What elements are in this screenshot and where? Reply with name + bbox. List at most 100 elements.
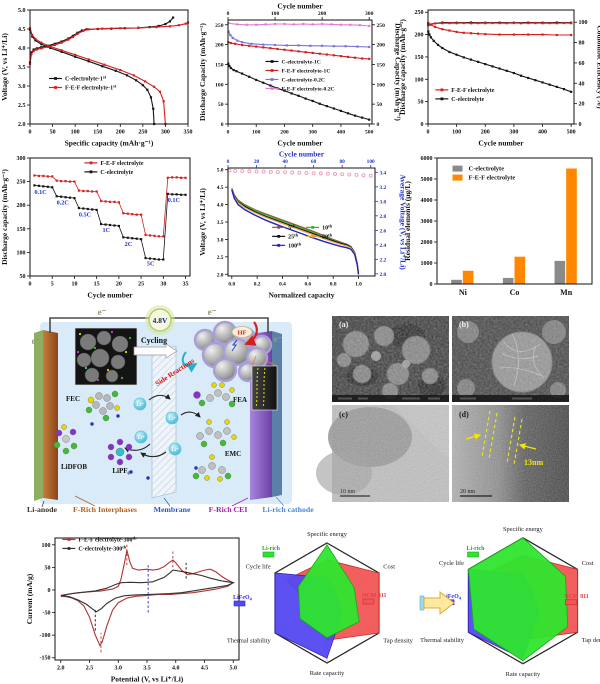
svg-text:Specific energy: Specific energy: [503, 526, 544, 533]
svg-text:3.2: 3.2: [380, 185, 387, 191]
svg-text:200: 200: [481, 130, 490, 136]
svg-text:200: 200: [215, 43, 224, 49]
battery-schematic-diagram: e⁻ e⁻ e⁻ e⁻ 4.8V Cycling HF Side Reactio…: [0, 300, 332, 530]
sem-image-b: (b): [452, 316, 569, 402]
cathode-edge: [272, 331, 282, 497]
svg-text:Li-rich: Li-rich: [467, 546, 486, 552]
svg-text:80: 80: [339, 159, 345, 165]
svg-text:150: 150: [93, 130, 102, 136]
panel-c-label: (c): [339, 410, 348, 419]
svg-text:300: 300: [161, 130, 170, 136]
svg-text:200: 200: [17, 203, 26, 209]
li-salt-dots: [90, 414, 198, 480]
svg-text:Specific energy: Specific energy: [307, 531, 348, 538]
svg-text:300: 300: [17, 156, 26, 162]
li-ion-shuttle: Li⁺ Li⁺ Li⁺ Li⁺: [124, 393, 201, 458]
svg-text:Rate capacity: Rate capacity: [506, 671, 541, 678]
thickness-arrow-icon: [518, 443, 537, 450]
svg-text:4.0: 4.0: [217, 203, 224, 209]
svg-text:5.0: 5.0: [217, 168, 224, 174]
svg-text:Voltage (V, vs Li⁺/Li): Voltage (V, vs Li⁺/Li): [0, 33, 9, 101]
svg-text:-100: -100: [40, 633, 51, 639]
svg-text:Current (mA/g): Current (mA/g): [25, 573, 34, 624]
svg-text:F-E-F electrolyte-0.2C: F-E-F electrolyte-0.2C: [281, 87, 334, 93]
svg-text:Li⁺: Li⁺: [168, 416, 176, 422]
chart-cycling-capacity: 0 100 200 300 400 500 Cycle number 0 100 200 300 Cy…: [198, 2, 403, 148]
svg-text:6000: 6000: [421, 156, 433, 162]
svg-text:0: 0: [377, 122, 380, 128]
electron-label: e⁻: [32, 336, 41, 346]
svg-text:-150: -150: [40, 656, 51, 662]
svg-text:4.5: 4.5: [201, 666, 209, 672]
svg-text:2.0: 2.0: [18, 122, 26, 128]
svg-text:100: 100: [377, 82, 386, 88]
svg-text:300: 300: [509, 130, 518, 136]
svg-text:0: 0: [29, 282, 32, 288]
svg-text:2000: 2000: [421, 240, 433, 246]
svg-text:Coulombic Efficiency (%): Coulombic Efficiency (%): [596, 25, 600, 109]
cei-thickness-label: 13nm: [524, 458, 543, 467]
svg-text:4.8V: 4.8V: [153, 316, 168, 325]
svg-text:C-electrolyte: C-electrolyte: [469, 166, 505, 173]
svg-text:0.1C: 0.1C: [34, 189, 46, 196]
svg-text:Cycle life: Cycle life: [439, 560, 464, 567]
svg-text:0: 0: [430, 282, 433, 288]
svg-text:F-E-F electrolyte-300th: F-E-F electrolyte-300th: [78, 536, 137, 544]
svg-text:20: 20: [579, 102, 585, 108]
svg-text:3.5: 3.5: [18, 65, 26, 71]
svg-text:0: 0: [221, 122, 224, 128]
tem-image-c: 10 nm (c): [316, 405, 449, 502]
svg-text:Li⁺: Li⁺: [171, 447, 179, 453]
svg-text:400: 400: [337, 130, 346, 136]
svg-text:Cycle number: Cycle number: [279, 150, 325, 159]
svg-text:Normalized capacity: Normalized capacity: [268, 291, 334, 300]
svg-text:50: 50: [418, 100, 424, 106]
interphases-label: F-Rich Interphases: [73, 505, 137, 514]
svg-text:150: 150: [415, 55, 424, 61]
svg-text:200: 200: [415, 33, 424, 39]
svg-text:100: 100: [252, 130, 261, 136]
svg-text:3.0: 3.0: [18, 84, 26, 90]
svg-text:30: 30: [160, 282, 166, 288]
electron-label: e⁻: [208, 307, 217, 317]
svg-text:Discharge capacity (mAh·g⁻¹): Discharge capacity (mAh·g⁻¹): [398, 19, 407, 115]
panel-b-label: (b): [459, 320, 469, 329]
svg-text:4.0: 4.0: [18, 46, 26, 52]
svg-text:Rate capacity: Rate capacity: [310, 670, 345, 677]
svg-text:0.8: 0.8: [330, 282, 337, 288]
svg-text:Cost: Cost: [383, 563, 395, 570]
cyan-swirl-arrow-icon: [181, 351, 198, 373]
svg-text:3.0: 3.0: [115, 666, 123, 672]
svg-text:2.5: 2.5: [86, 666, 94, 672]
svg-text:100: 100: [271, 11, 280, 17]
svg-text:2.0: 2.0: [217, 272, 224, 278]
svg-text:2.4: 2.4: [380, 243, 387, 249]
svg-text:150: 150: [377, 62, 386, 68]
solvent-molecule: [192, 454, 232, 482]
li-anode-edge: [34, 330, 43, 501]
svg-text:F-E-F electrolyte: F-E-F electrolyte: [469, 175, 516, 182]
svg-text:25th: 25th: [288, 233, 298, 241]
fea-molecule: [193, 382, 236, 408]
svg-text:500: 500: [567, 130, 576, 136]
svg-text:Tap density: Tap density: [582, 637, 600, 644]
svg-text:4.5: 4.5: [18, 27, 26, 33]
svg-text:5.0: 5.0: [230, 666, 238, 672]
svg-text:0.5C: 0.5C: [79, 212, 91, 219]
svg-text:Potential (V, vs Li⁺/Li): Potential (V, vs Li⁺/Li): [111, 675, 184, 684]
svg-text:200: 200: [116, 130, 125, 136]
svg-text:0.1C: 0.1C: [168, 197, 180, 204]
svg-text:100: 100: [42, 543, 51, 549]
svg-text:100: 100: [17, 250, 26, 256]
svg-text:100: 100: [215, 82, 224, 88]
svg-text:Thermal stability: Thermal stability: [227, 637, 272, 644]
svg-text:2.5: 2.5: [18, 103, 26, 109]
svg-text:Discharge Capacity (mAh·g⁻¹): Discharge Capacity (mAh·g⁻¹): [198, 23, 207, 121]
svg-text:0.2C: 0.2C: [57, 200, 69, 207]
fea-label: FEA: [233, 396, 247, 404]
svg-text:F-E-F electrolyte: F-E-F electrolyte: [451, 88, 494, 94]
svg-text:3.4: 3.4: [380, 170, 387, 176]
svg-text:Li⁺: Li⁺: [137, 435, 145, 441]
svg-text:NCM 811: NCM 811: [362, 593, 387, 599]
svg-text:0.0: 0.0: [228, 282, 235, 288]
